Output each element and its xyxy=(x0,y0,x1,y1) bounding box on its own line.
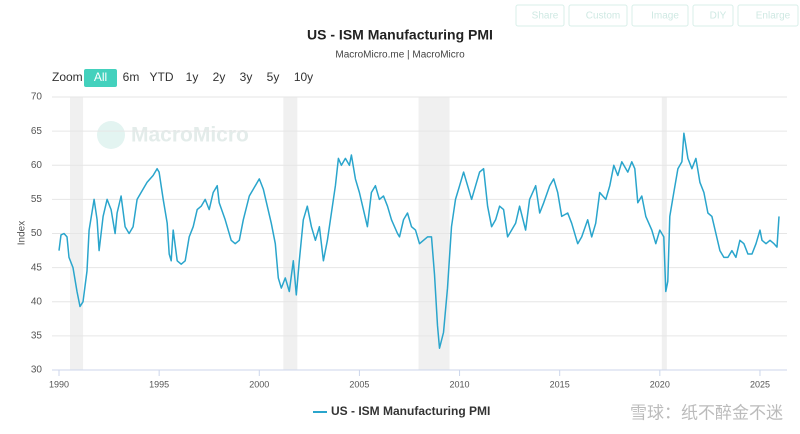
x-tick-label: 2000 xyxy=(249,379,269,389)
range-button[interactable]: 10y xyxy=(294,70,313,84)
y-tick-label: 50 xyxy=(31,228,43,239)
chart-subtitle: MacroMicro.me | MacroMicro xyxy=(335,50,465,61)
range-button-active[interactable] xyxy=(84,69,117,87)
toolbar-button[interactable] xyxy=(737,4,799,27)
y-tick-label: 60 xyxy=(31,160,43,171)
toolbar-button-label: Custom xyxy=(586,11,620,22)
zoom-label: Zoom xyxy=(52,70,83,84)
range-button[interactable]: 5y xyxy=(267,70,280,84)
series-line xyxy=(58,132,780,349)
range-button[interactable]: 3y xyxy=(240,70,253,84)
toolbar-button[interactable] xyxy=(568,4,628,27)
y-tick-label: 35 xyxy=(31,331,43,342)
x-tick-label: 2020 xyxy=(650,379,670,389)
range-button[interactable]: 1y xyxy=(186,70,199,84)
x-tick-label: 2015 xyxy=(550,379,570,389)
y-tick-label: 70 xyxy=(31,92,43,103)
toolbar-button-label: Share xyxy=(532,11,559,22)
y-tick-label: 30 xyxy=(31,365,43,376)
range-button[interactable]: 6m xyxy=(123,70,140,84)
x-tick-label: 2010 xyxy=(450,379,470,389)
range-button[interactable]: 2y xyxy=(213,70,226,84)
toolbar-button-label: Enlarge xyxy=(756,11,791,22)
x-tick-label: 1990 xyxy=(49,379,69,389)
watermark-logo xyxy=(97,121,125,149)
y-axis-label: Index xyxy=(17,221,28,245)
footer-watermark: 雪球：纸不醉金不迷 xyxy=(630,403,783,422)
y-tick-label: 40 xyxy=(31,296,43,307)
toolbar-button[interactable] xyxy=(631,4,689,27)
watermark: MacroMicro xyxy=(131,124,249,147)
range-button[interactable]: YTD xyxy=(150,70,174,84)
toolbar-button[interactable] xyxy=(515,4,565,27)
y-tick-label: 65 xyxy=(31,126,43,137)
toolbar-button-label: Image xyxy=(651,11,679,22)
x-tick-label: 2025 xyxy=(750,379,770,389)
x-tick-label: 2005 xyxy=(349,379,369,389)
y-tick-label: 45 xyxy=(31,262,43,273)
legend-label: US - ISM Manufacturing PMI xyxy=(331,404,490,418)
y-tick-label: 55 xyxy=(31,194,43,205)
x-tick-label: 1995 xyxy=(149,379,169,389)
chart-title: US - ISM Manufacturing PMI xyxy=(307,27,493,43)
toolbar-button[interactable] xyxy=(692,4,734,27)
toolbar-button-label: DIY xyxy=(710,11,727,22)
range-button[interactable]: All xyxy=(94,70,107,84)
